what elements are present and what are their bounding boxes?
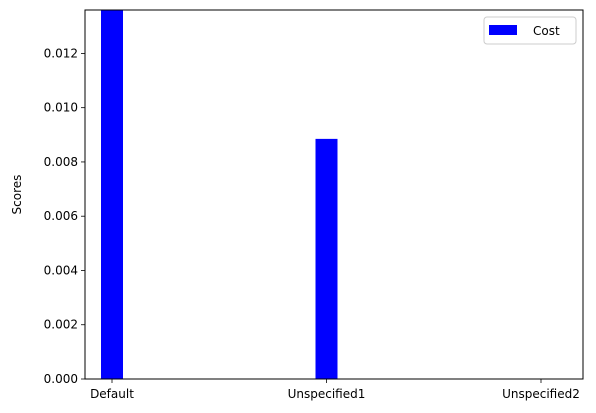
legend-box xyxy=(483,16,577,45)
x-tick-label: Default xyxy=(90,387,134,401)
x-tick-label: Unspecified2 xyxy=(502,387,580,401)
y-tick-label: 0.006 xyxy=(44,209,78,223)
plot-frame xyxy=(84,9,584,380)
y-tick-label: 0.010 xyxy=(44,101,78,115)
bars-group xyxy=(101,10,338,379)
x-ticks-group: Default Unspecified1 Unspecified2 xyxy=(90,379,580,401)
x-tick-label: Unspecified1 xyxy=(288,387,366,401)
y-tick-label: 0.004 xyxy=(44,263,78,277)
y-tick-label: 0.008 xyxy=(44,155,78,169)
y-tick-label: 0.012 xyxy=(44,46,78,60)
legend: Cost xyxy=(483,16,577,45)
y-tick-label: 0.002 xyxy=(44,318,78,332)
y-axis-label: Scores xyxy=(10,175,24,215)
bar-default xyxy=(101,10,123,379)
legend-label-cost: Cost xyxy=(533,24,560,38)
y-tick-label: 0.000 xyxy=(44,372,78,386)
bar-unspecified1 xyxy=(315,138,338,379)
legend-swatch-cost xyxy=(489,25,517,35)
y-ticks-group: 0.000 0.002 0.004 0.006 0.008 0.010 0.012 xyxy=(44,46,85,386)
